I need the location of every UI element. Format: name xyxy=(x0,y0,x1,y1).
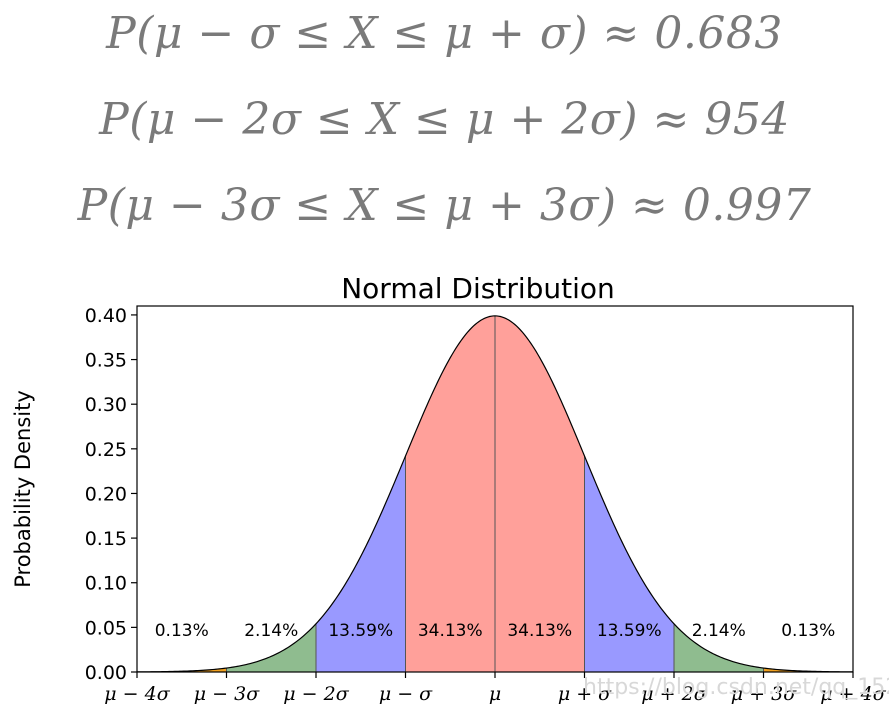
y-tick-label-2: 0.10 xyxy=(85,573,127,595)
formula-two-sigma: P(μ − 2σ ≤ X ≤ μ + 2σ) ≈ 954 xyxy=(99,94,790,145)
y-axis-ticks: 0.00 0.05 0.10 0.15 0.20 0.25 0.30 0.35 0.40 xyxy=(85,305,137,684)
x-tick-label-8: μ + 4σ xyxy=(820,683,886,705)
chart-title: Normal Distribution xyxy=(341,272,615,305)
region-1 xyxy=(226,623,316,672)
x-tick-label-1: μ − 3σ xyxy=(194,683,260,705)
region-3 xyxy=(405,315,495,672)
x-tick-label-7: μ + 3σ xyxy=(731,683,797,705)
formula-one-sigma: P(μ − σ ≤ X ≤ μ + σ) ≈ 0.683 xyxy=(106,8,783,59)
region-6 xyxy=(674,623,764,672)
y-tick-label-7: 0.35 xyxy=(85,350,127,372)
y-axis-label: Probability Density xyxy=(11,390,35,588)
x-tick-label-4: μ xyxy=(489,683,501,705)
density-curve xyxy=(136,315,854,673)
y-tick-label-4: 0.20 xyxy=(85,483,127,505)
region-7 xyxy=(763,668,853,672)
y-tick-label-6: 0.30 xyxy=(85,394,127,416)
y-tick-label-3: 0.15 xyxy=(85,528,127,550)
x-tick-label-0: μ − 4σ xyxy=(104,683,170,705)
region-4 xyxy=(495,315,585,672)
region-0 xyxy=(137,668,227,672)
x-tick-label-5: μ + σ xyxy=(558,683,612,705)
percentage-labels: 0.13% 2.14% 13.59% 34.13% 34.13% 13.59% 2.14% 0… xyxy=(155,621,836,641)
y-tick-label-0: 0.00 xyxy=(85,662,127,684)
watermark: https://blog.csdn.net/qq_1520 xyxy=(583,675,889,700)
pct-label-1: 2.14% xyxy=(244,621,298,641)
region-dividers xyxy=(226,315,764,672)
normal-distribution-chart: Normal Distribution Probability Density … xyxy=(11,272,889,705)
formula-three-sigma: P(μ − 3σ ≤ X ≤ μ + 3σ) ≈ 0.997 xyxy=(77,180,812,231)
pct-label-5: 13.59% xyxy=(597,621,662,641)
pct-label-2: 13.59% xyxy=(328,621,393,641)
pct-label-6: 2.14% xyxy=(692,621,746,641)
y-tick-label-1: 0.05 xyxy=(85,617,127,639)
x-tick-label-2: μ − 2σ xyxy=(283,683,349,705)
y-tick-label-8: 0.40 xyxy=(85,305,127,327)
x-tick-label-6: μ + 2σ xyxy=(641,683,707,705)
x-tick-label-3: μ − σ xyxy=(379,683,433,705)
pct-label-4: 34.13% xyxy=(507,621,572,641)
x-axis-ticks: μ − 4σ μ − 3σ μ − 2σ μ − σ μ μ + σ μ + 2σ μ + 3… xyxy=(104,672,887,705)
y-tick-label-5: 0.25 xyxy=(85,439,127,461)
pct-label-3: 34.13% xyxy=(418,621,483,641)
pct-label-0: 0.13% xyxy=(155,621,209,641)
pct-label-7: 0.13% xyxy=(781,621,835,641)
